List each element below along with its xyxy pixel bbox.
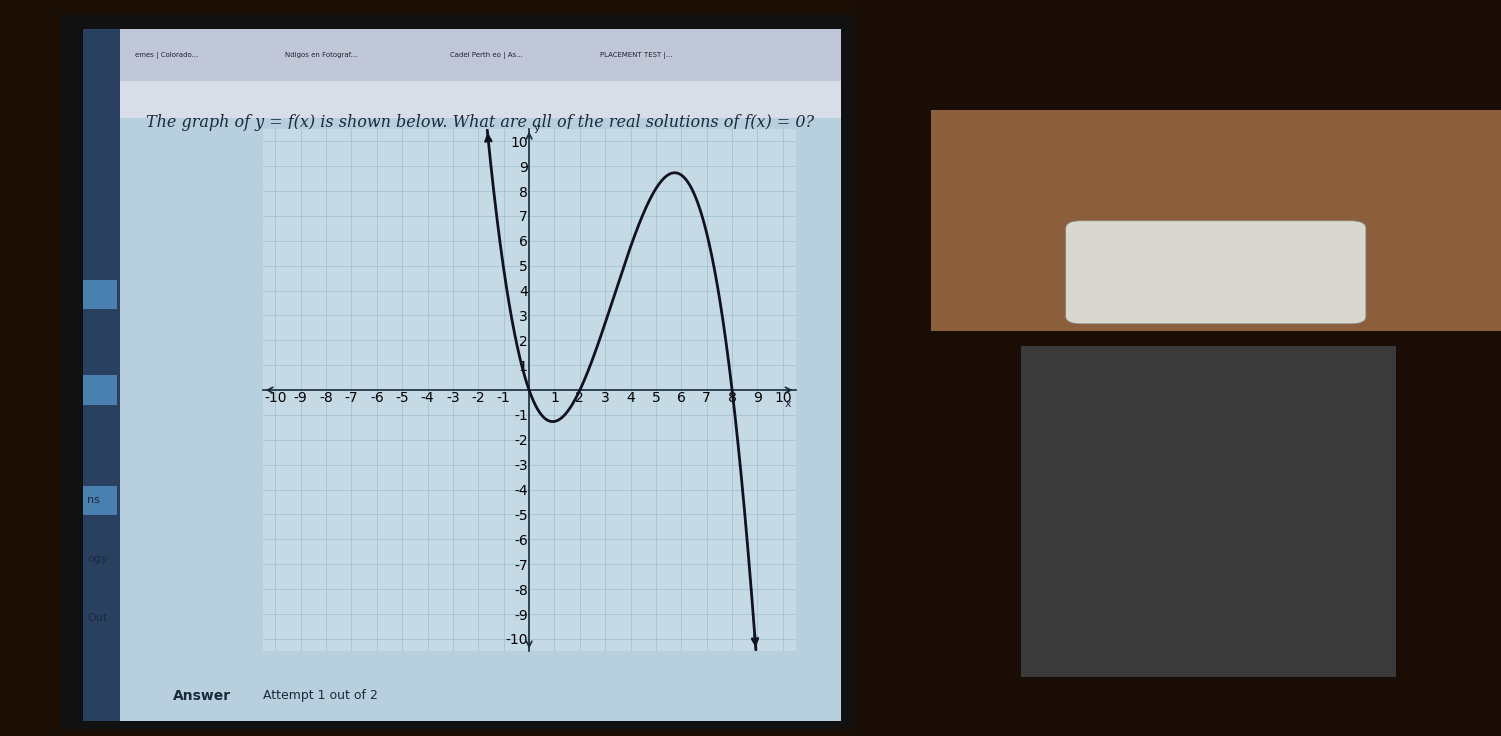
Text: PLACEMENT TEST |...: PLACEMENT TEST |...: [600, 52, 672, 59]
Text: The graph of y = f(x) is shown below. What are all of the real solutions of f(x): The graph of y = f(x) is shown below. Wh…: [146, 114, 815, 131]
Text: ns: ns: [87, 495, 101, 506]
Text: emes | Colorado...: emes | Colorado...: [135, 52, 198, 59]
Text: ogy: ogy: [87, 554, 108, 565]
Text: Out: Out: [87, 613, 107, 623]
Bar: [83, 280, 117, 309]
Bar: [83, 486, 117, 515]
Bar: [83, 29, 841, 721]
Bar: [856, 0, 1501, 736]
Text: Answer: Answer: [173, 688, 231, 703]
Text: y: y: [533, 124, 540, 133]
Text: x: x: [785, 400, 791, 409]
Bar: [120, 29, 841, 81]
Bar: [83, 375, 117, 405]
Bar: [60, 15, 856, 729]
Bar: [931, 110, 1501, 331]
Bar: [1021, 346, 1396, 677]
Text: Attempt 1 out of 2: Attempt 1 out of 2: [263, 689, 378, 702]
Text: Ndigos en Fotograf...: Ndigos en Fotograf...: [285, 52, 357, 58]
FancyBboxPatch shape: [1066, 221, 1366, 324]
Bar: [120, 81, 841, 118]
Text: Cadel Perth eo | As...: Cadel Perth eo | As...: [450, 52, 524, 59]
Bar: [83, 29, 120, 721]
